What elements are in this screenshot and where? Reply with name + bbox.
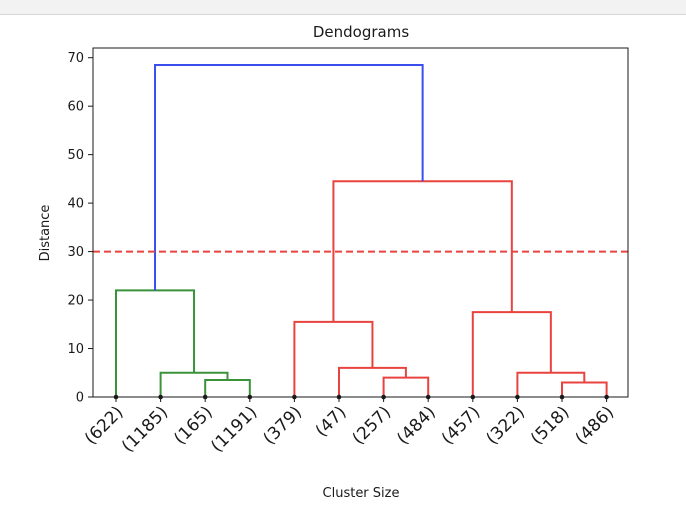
dendrogram-link-9 [332,180,513,322]
x-tick-label: (518) [527,402,573,448]
x-tick-label: (47) [312,402,351,441]
y-tick-label: 60 [67,100,84,115]
x-tick-label: (484) [393,402,439,448]
dendrogram-link-6 [561,381,608,397]
x-tick-label: (486) [572,402,618,448]
x-tick-label: (1185) [118,402,172,456]
y-tick-label: 70 [67,51,84,66]
y-axis-label: Distance [38,205,53,262]
x-tick-label: (257) [349,402,395,448]
dendrogram-link-0 [204,379,251,397]
x-tick-label: (457) [438,402,484,448]
x-tick-label: (379) [259,402,305,448]
dendrogram-link-3 [382,376,430,397]
y-axis-ticks: 0 10 20 30 40 50 60 70 [67,51,93,406]
y-tick-label: 40 [67,197,84,212]
x-axis-label: Cluster Size [323,486,400,501]
output-cell-border [0,0,686,15]
dendrogram-link-4 [338,366,407,397]
plot-frame [92,47,629,398]
dendrogram-link-10 [154,63,424,291]
dendrogram-link-8 [471,311,552,397]
y-tick-label: 50 [67,148,84,163]
x-tick-label: (1191) [207,402,261,456]
y-tick-label: 10 [67,342,84,357]
y-tick-label: 20 [67,294,84,309]
dendrogram-links [115,63,608,397]
y-tick-label: 30 [67,245,84,260]
chart-title: Dendograms [313,23,409,41]
dendrogram-link-2 [115,289,196,397]
x-tick-label: (322) [482,402,528,448]
dendrogram-link-1 [159,371,229,397]
y-tick-label: 0 [76,391,84,406]
x-axis-ticks: (622)(1185)(165)(1191)(379) (47)(257)(484… [81,397,618,457]
dendrogram-link-5 [293,320,374,397]
dendrogram-link-7 [516,371,586,397]
